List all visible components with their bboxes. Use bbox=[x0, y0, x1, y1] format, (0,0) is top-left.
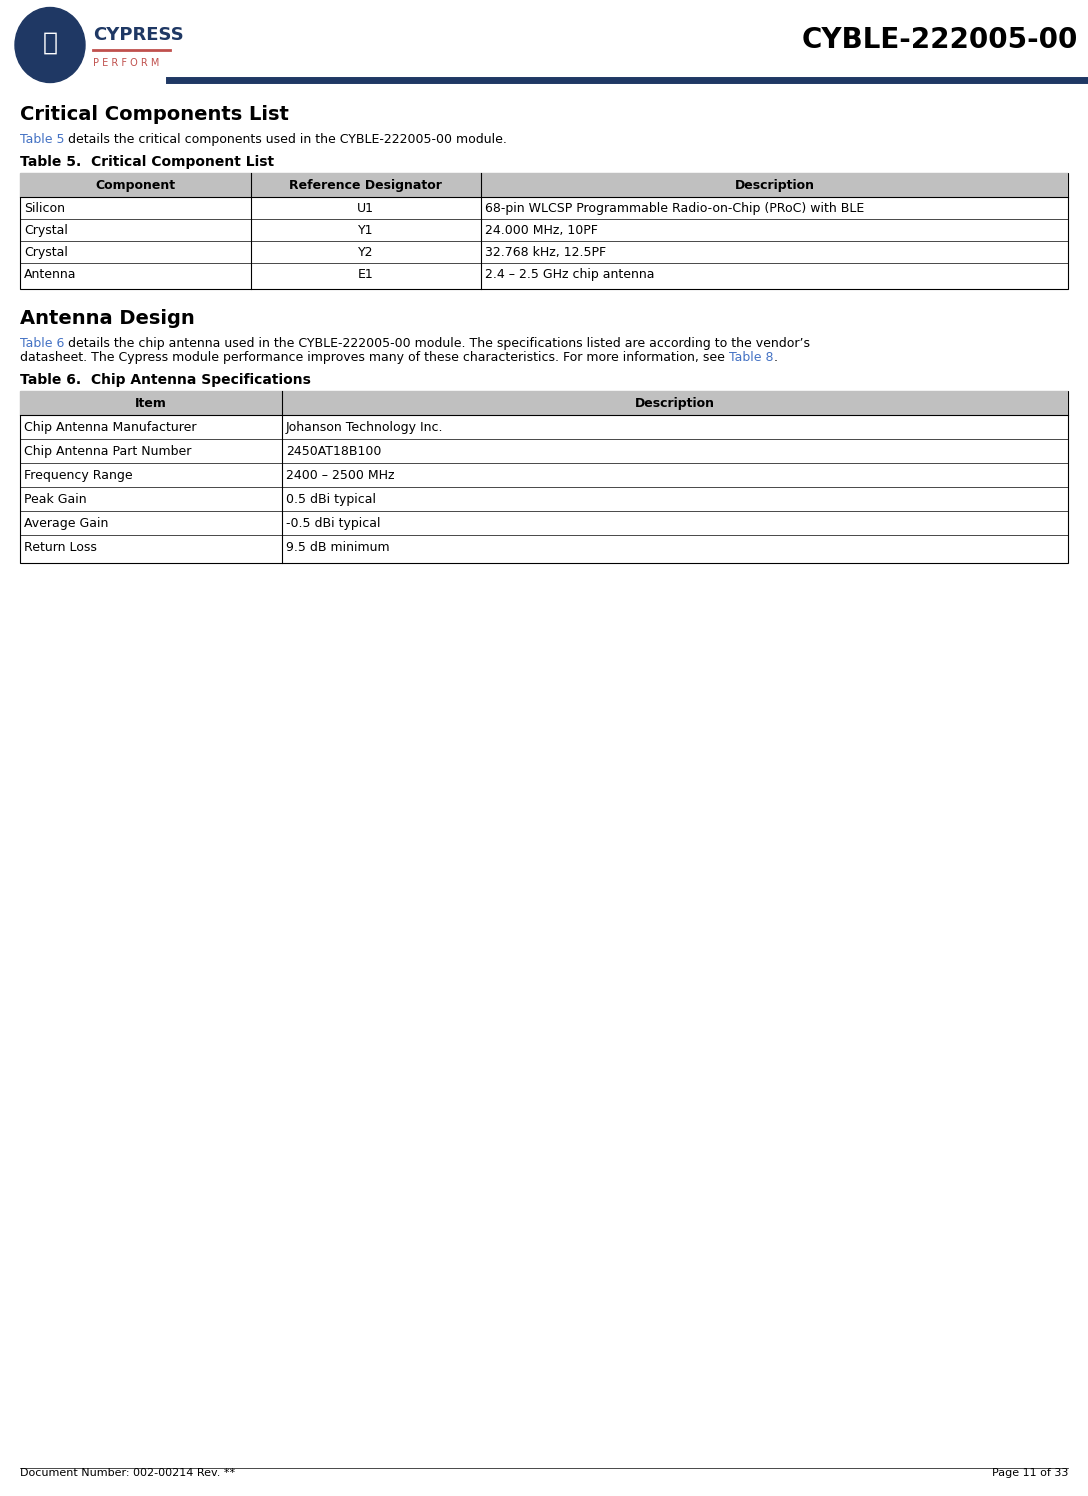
Bar bbox=[20, 390, 1068, 562]
Bar bbox=[20, 174, 1068, 289]
Text: 9.5 dB minimum: 9.5 dB minimum bbox=[286, 540, 390, 554]
Text: Return Loss: Return Loss bbox=[24, 540, 97, 554]
Text: Average Gain: Average Gain bbox=[24, 516, 109, 530]
Text: 0.5 dBi typical: 0.5 dBi typical bbox=[286, 492, 376, 506]
Text: Chip Antenna Part Number: Chip Antenna Part Number bbox=[24, 444, 191, 458]
Text: 24.000 MHz, 10PF: 24.000 MHz, 10PF bbox=[485, 223, 598, 236]
Text: Y2: Y2 bbox=[358, 245, 373, 259]
Text: CYBLE-222005-00: CYBLE-222005-00 bbox=[802, 25, 1078, 54]
Ellipse shape bbox=[15, 7, 85, 82]
Text: Description: Description bbox=[635, 396, 715, 410]
Text: Document Number: 002-00214 Rev. **: Document Number: 002-00214 Rev. ** bbox=[20, 1468, 235, 1478]
Text: Critical Components List: Critical Components List bbox=[20, 105, 289, 124]
Text: Table 6.  Chip Antenna Specifications: Table 6. Chip Antenna Specifications bbox=[20, 373, 311, 387]
Text: U1: U1 bbox=[357, 202, 374, 214]
Text: Y1: Y1 bbox=[358, 223, 373, 236]
Text: Johanson Technology Inc.: Johanson Technology Inc. bbox=[286, 420, 444, 434]
Text: details the critical components used in the CYBLE-222005-00 module.: details the critical components used in … bbox=[64, 133, 507, 147]
Text: Peak Gain: Peak Gain bbox=[24, 492, 87, 506]
Text: 32.768 kHz, 12.5PF: 32.768 kHz, 12.5PF bbox=[485, 245, 606, 259]
Text: Chip Antenna Manufacturer: Chip Antenna Manufacturer bbox=[24, 420, 197, 434]
Text: Item: Item bbox=[135, 396, 166, 410]
Text: -0.5 dBi typical: -0.5 dBi typical bbox=[286, 516, 381, 530]
Text: Component: Component bbox=[96, 178, 175, 191]
Text: Page 11 of 33: Page 11 of 33 bbox=[991, 1468, 1068, 1478]
Text: 🌲: 🌲 bbox=[42, 31, 58, 55]
Text: Crystal: Crystal bbox=[24, 245, 67, 259]
Text: Crystal: Crystal bbox=[24, 223, 67, 236]
Text: P E R F O R M: P E R F O R M bbox=[92, 58, 159, 67]
Text: .: . bbox=[774, 352, 777, 364]
Text: 2400 – 2500 MHz: 2400 – 2500 MHz bbox=[286, 468, 395, 482]
Text: 2450AT18B100: 2450AT18B100 bbox=[286, 444, 382, 458]
Text: Table 5: Table 5 bbox=[20, 133, 64, 147]
Text: Description: Description bbox=[734, 178, 815, 191]
Text: Reference Designator: Reference Designator bbox=[289, 178, 443, 191]
Text: Silicon: Silicon bbox=[24, 202, 65, 214]
Text: 68-pin WLCSP Programmable Radio-on-Chip (PRoC) with BLE: 68-pin WLCSP Programmable Radio-on-Chip … bbox=[485, 202, 864, 214]
Text: 2.4 – 2.5 GHz chip antenna: 2.4 – 2.5 GHz chip antenna bbox=[485, 268, 655, 281]
Bar bbox=[20, 390, 1068, 414]
Text: Frequency Range: Frequency Range bbox=[24, 468, 133, 482]
Text: Table 6: Table 6 bbox=[20, 337, 64, 350]
Text: Table 5.  Critical Component List: Table 5. Critical Component List bbox=[20, 156, 274, 169]
Text: Antenna: Antenna bbox=[24, 268, 76, 281]
Text: details the chip antenna used in the CYBLE-222005-00 module. The specifications : details the chip antenna used in the CYB… bbox=[64, 337, 811, 350]
Text: Table 8: Table 8 bbox=[729, 352, 774, 364]
Bar bbox=[20, 174, 1068, 197]
Text: Antenna Design: Antenna Design bbox=[20, 310, 195, 328]
Text: E1: E1 bbox=[358, 268, 373, 281]
Text: datasheet. The Cypress module performance improves many of these characteristics: datasheet. The Cypress module performanc… bbox=[20, 352, 729, 364]
Text: CYPRESS: CYPRESS bbox=[92, 25, 184, 43]
